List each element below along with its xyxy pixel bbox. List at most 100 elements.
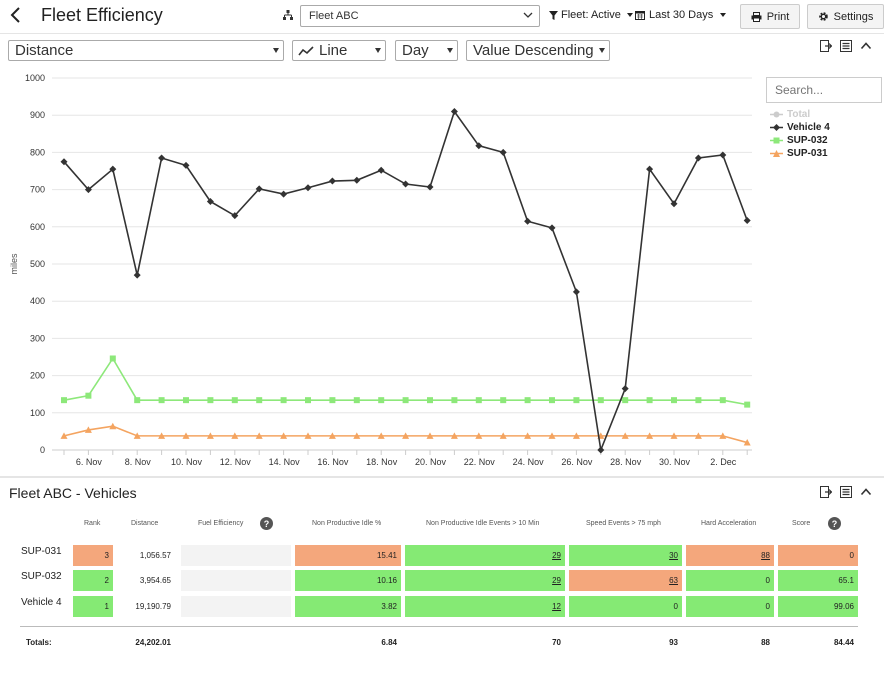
cell-speed-events-link[interactable]: 30 [569, 545, 682, 566]
y-tick-label: 400 [30, 296, 45, 306]
column-header-distance[interactable]: Distance [131, 520, 159, 527]
y-tick-label: 0 [40, 445, 45, 455]
cell-fuel-efficiency [181, 570, 291, 591]
caret-down-icon [626, 13, 633, 17]
date-range-label: Last 30 Days [649, 9, 714, 21]
data-point-sup-032 [427, 397, 433, 404]
data-point-sup-032 [85, 392, 92, 399]
data-point-sup-032 [231, 397, 238, 404]
data-point-vehicle-4 [182, 161, 190, 169]
column-header-idle-percent[interactable]: Non Productive Idle % [312, 520, 382, 527]
x-tick-label: 2. Dec [710, 457, 737, 467]
column-header-score[interactable]: Score [792, 520, 811, 527]
chart-type-select[interactable]: Line [292, 40, 386, 61]
legend-item-total[interactable]: Total [770, 108, 830, 121]
help-icon[interactable]: ? [260, 517, 273, 530]
y-tick-label: 500 [30, 259, 45, 269]
sort-select[interactable]: Value Descending [466, 40, 610, 61]
cell-idle-percent: 15.41 [295, 545, 401, 566]
legend-item-sup-031[interactable]: SUP-031 [770, 147, 830, 160]
y-tick-label: 900 [30, 110, 45, 120]
fleet-status-label: Fleet: Active [561, 9, 621, 21]
column-header-hard-acceleration[interactable]: Hard Acceleration [701, 520, 757, 527]
x-tick-label: 26. Nov [561, 457, 593, 467]
collapse-icon[interactable] [860, 40, 872, 52]
column-header-fuel-efficiency[interactable]: Fuel Efficiency [198, 520, 244, 527]
settings-label: Settings [833, 10, 874, 23]
legend-item-sup-032[interactable]: SUP-032 [770, 134, 830, 147]
search-input[interactable] [766, 77, 882, 103]
period-select[interactable]: Day [395, 40, 458, 61]
column-header-idle-events[interactable]: Non Productive Idle Events > 10 Min [426, 520, 540, 527]
y-tick-label: 800 [30, 147, 45, 157]
metric-select-value: Distance [15, 42, 74, 59]
cell-score: 0 [778, 545, 858, 566]
data-point-sup-031 [158, 432, 166, 439]
totals-divider [20, 626, 858, 627]
data-point-sup-031 [670, 432, 678, 439]
data-point-sup-032 [695, 397, 702, 404]
back-arrow-icon[interactable] [8, 5, 24, 25]
data-point-sup-031 [231, 432, 239, 439]
chart-legend: Total Vehicle 4 SUP-032 SUP-031 [770, 108, 830, 160]
cell-speed-events: 0 [569, 596, 682, 617]
export-icon[interactable] [820, 486, 832, 498]
data-point-sup-031 [109, 422, 117, 430]
list-icon[interactable] [840, 40, 852, 52]
data-point-sup-031 [206, 432, 214, 439]
row-label-vehicle-4[interactable]: Vehicle 4 [21, 597, 62, 608]
data-point-sup-031 [60, 432, 68, 439]
cell-fuel-efficiency [181, 596, 291, 617]
y-tick-label: 300 [30, 333, 45, 343]
y-tick-label: 1000 [25, 73, 45, 83]
page-title: Fleet Efficiency [41, 5, 163, 25]
print-button[interactable]: Print [740, 4, 800, 29]
line-chart-icon [298, 46, 314, 56]
cell-idle-events-link[interactable]: 12 [405, 596, 565, 617]
data-point-vehicle-4 [328, 177, 336, 185]
data-point-sup-032 [549, 397, 555, 404]
export-icon[interactable] [820, 40, 832, 52]
date-range-filter[interactable]: Last 30 Days [635, 9, 727, 21]
row-label-sup-031[interactable]: SUP-031 [21, 546, 62, 557]
fleet-status-filter[interactable]: Fleet: Active [549, 9, 633, 21]
row-label-sup-032[interactable]: SUP-032 [21, 571, 62, 582]
cell-speed-events-link[interactable]: 63 [569, 570, 682, 591]
x-tick-label: 20. Nov [415, 457, 447, 467]
x-tick-label: 28. Nov [610, 457, 642, 467]
svg-text:?: ? [264, 519, 270, 529]
cell-idle-events-link[interactable]: 29 [405, 545, 565, 566]
cell-rank: 1 [73, 596, 113, 617]
collapse-icon[interactable] [860, 486, 872, 498]
data-point-vehicle-4 [304, 184, 312, 192]
legend-item-vehicle-4[interactable]: Vehicle 4 [770, 121, 830, 134]
cell-score: 99.06 [778, 596, 858, 617]
total-idle-events: 70 [552, 638, 561, 647]
metric-select[interactable]: Distance [8, 40, 284, 61]
caret-down-icon [720, 13, 727, 17]
data-point-sup-032 [378, 397, 385, 404]
help-icon[interactable]: ? [828, 517, 841, 530]
cell-distance: 3,954.65 [120, 570, 175, 591]
legend-sup-031-marker [770, 150, 783, 157]
data-point-sup-031 [426, 432, 434, 439]
section-divider [0, 476, 884, 478]
data-point-vehicle-4 [133, 271, 141, 279]
x-tick-label: 6. Nov [76, 457, 103, 467]
fleet-select[interactable]: Fleet ABC [300, 5, 540, 27]
data-point-vehicle-4 [719, 151, 727, 159]
data-point-vehicle-4 [670, 200, 678, 208]
column-header-speed-events[interactable]: Speed Events > 75 mph [586, 520, 661, 527]
data-point-vehicle-4 [524, 217, 532, 225]
cell-hard-acceleration: 0 [686, 596, 774, 617]
data-point-sup-031 [524, 432, 532, 439]
list-icon[interactable] [840, 486, 852, 498]
hierarchy-icon [283, 10, 293, 20]
cell-idle-events-link[interactable]: 29 [405, 570, 565, 591]
data-point-sup-032 [61, 397, 67, 404]
legend-label-vehicle-4: Vehicle 4 [787, 122, 830, 133]
settings-button[interactable]: Settings [807, 4, 884, 29]
column-header-rank[interactable]: Rank [84, 520, 101, 527]
x-tick-label: 10. Nov [171, 457, 203, 467]
cell-hard-acceleration-link[interactable]: 88 [686, 545, 774, 566]
